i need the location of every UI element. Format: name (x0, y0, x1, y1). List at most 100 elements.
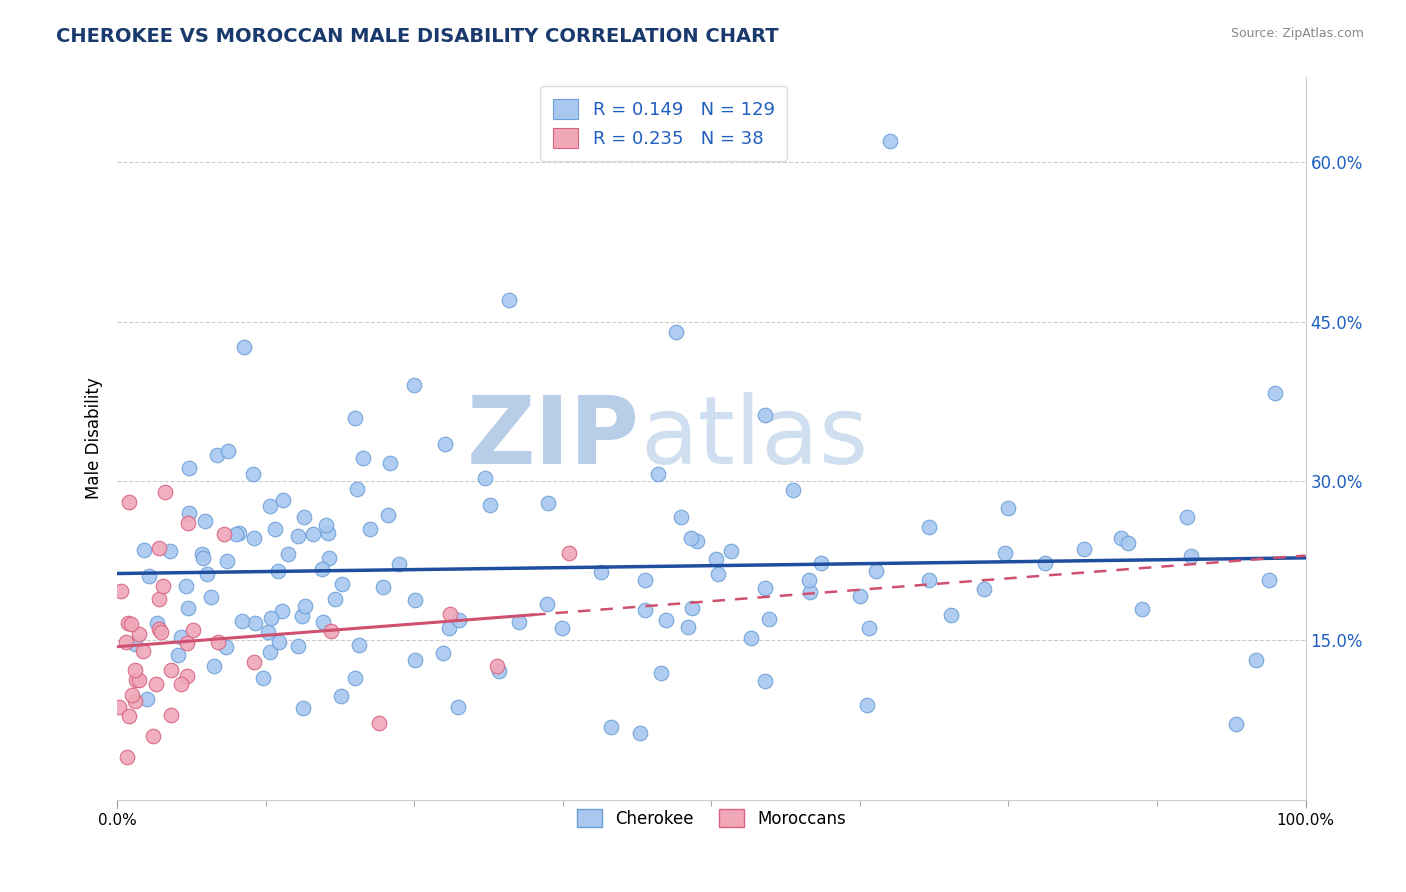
Point (200, 591, 222, 605)
Point (377, 508, 399, 522)
Point (260, 610, 283, 624)
Text: ZIP: ZIP (467, 392, 640, 484)
Point (439, 607, 461, 622)
Point (148, 541, 170, 555)
Point (125, 673, 148, 687)
Point (654, 613, 676, 627)
Point (498, 293, 520, 308)
Point (138, 568, 160, 582)
Point (160, 708, 183, 723)
Point (449, 613, 471, 627)
Point (671, 510, 693, 524)
Point (1264, 385, 1286, 400)
Point (120, 617, 142, 632)
Point (148, 622, 170, 636)
Point (879, 134, 901, 148)
Point (474, 471, 496, 485)
Point (600, 720, 623, 734)
Point (740, 631, 762, 645)
Point (754, 582, 776, 596)
Point (858, 621, 880, 635)
Point (177, 601, 200, 615)
Point (205, 448, 228, 462)
Point (193, 551, 215, 566)
Point (207, 635, 229, 649)
Point (271, 492, 294, 507)
Point (257, 624, 280, 639)
Point (233, 340, 256, 354)
Point (973, 582, 995, 596)
Point (486, 659, 509, 673)
Point (681, 531, 703, 545)
Point (301, 527, 323, 541)
Point (194, 514, 217, 528)
Point (128, 626, 150, 640)
Point (231, 614, 253, 628)
Point (316, 525, 339, 540)
Point (799, 584, 821, 599)
Point (117, 709, 139, 723)
Point (330, 577, 353, 591)
Point (312, 615, 335, 630)
Point (181, 623, 204, 637)
Point (650, 666, 672, 681)
Point (117, 615, 139, 630)
Point (159, 544, 181, 558)
Point (856, 698, 879, 712)
Point (292, 510, 315, 524)
Point (720, 544, 742, 558)
Point (259, 645, 281, 659)
Point (145, 677, 167, 691)
Point (228, 526, 250, 541)
Point (148, 591, 170, 606)
Point (1225, 716, 1247, 731)
Point (634, 573, 657, 587)
Point (707, 566, 730, 581)
Point (195, 567, 218, 582)
Point (558, 546, 581, 560)
Point (174, 579, 197, 593)
Point (124, 637, 146, 651)
Point (433, 437, 456, 451)
Point (124, 664, 146, 678)
Point (797, 573, 820, 587)
Point (647, 467, 669, 481)
Point (315, 518, 337, 533)
Point (681, 601, 703, 615)
Point (311, 562, 333, 576)
Point (271, 604, 294, 618)
Point (373, 580, 395, 594)
Point (121, 688, 143, 702)
Point (591, 566, 613, 580)
Point (1130, 601, 1153, 615)
Point (215, 553, 238, 567)
Point (1257, 573, 1279, 587)
Point (319, 624, 342, 638)
Point (404, 378, 426, 392)
Point (115, 634, 138, 648)
Point (380, 456, 402, 470)
Point (994, 546, 1017, 560)
Point (243, 531, 266, 545)
Point (754, 408, 776, 422)
Point (432, 646, 454, 660)
Point (344, 410, 367, 425)
Point (124, 694, 146, 708)
Point (267, 635, 290, 649)
Point (136, 691, 159, 706)
Point (508, 615, 530, 629)
Point (404, 652, 426, 666)
Point (918, 520, 941, 534)
Point (252, 671, 274, 685)
Point (347, 638, 370, 652)
Point (537, 496, 560, 510)
Point (291, 609, 314, 624)
Point (170, 630, 193, 644)
Point (404, 593, 426, 607)
Point (1244, 653, 1267, 667)
Point (665, 326, 688, 340)
Point (243, 655, 266, 669)
Point (1116, 535, 1139, 549)
Point (217, 444, 239, 458)
Point (1109, 532, 1132, 546)
